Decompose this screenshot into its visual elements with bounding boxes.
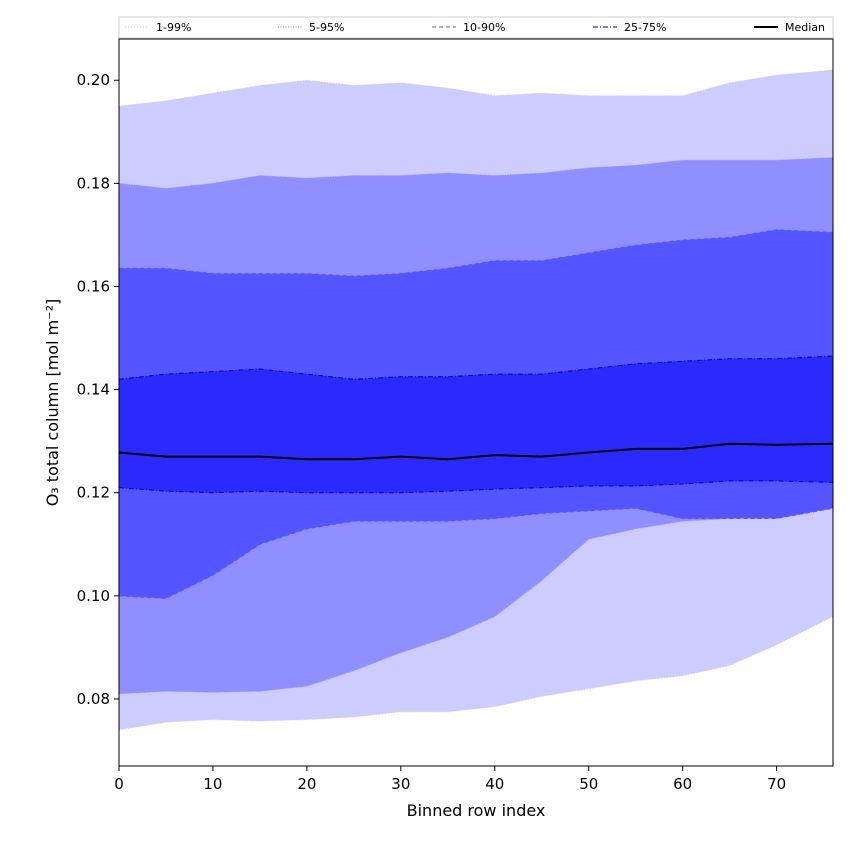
x-tick-label: 50 [579,775,598,793]
band-lower-line-25-75pct [118,480,834,494]
y-tick-label: 0.10 [77,587,110,605]
x-tick-label: 40 [485,775,504,793]
legend-frame [118,16,834,39]
band-lower-line-5-95pct [118,507,834,695]
y-tick-label: 0.16 [77,277,110,295]
band-upper-line-5-95pct [118,157,834,190]
legend-label: 1-99% [156,21,191,34]
band-lower-line-1-99pct [118,616,834,731]
plot-frame [118,38,834,767]
bands-layer [118,69,834,731]
y-tick-label: 0.18 [77,174,110,192]
legend-label: Median [785,21,825,34]
band-upper-line-10-90pct [119,229,834,277]
x-tick-label: 30 [391,775,410,793]
median-layer [118,442,834,461]
band-lower-line-10-90pct [118,507,834,599]
x-tick-label: 0 [114,775,124,793]
y-axis: 0.08 0.10 0.12 0.14 0.16 0.18 0.20 [77,71,119,708]
y-tick-label: 0.14 [77,381,110,399]
legend-label: 10-90% [463,21,505,34]
band-upper-line-1-99pct [118,69,834,107]
x-axis-label: Binned row index [407,801,546,820]
x-tick-label: 20 [297,775,316,793]
y-tick-label: 0.12 [77,484,110,502]
x-tick-label: 10 [203,775,222,793]
x-axis: 0 10 20 30 40 50 60 70 [114,766,786,793]
y-axis-label: O₃ total column [mol m⁻²] [43,299,62,507]
legend: 1-99% 5-95% 10-90% 25-75% Median [118,16,834,39]
y-tick-label: 0.08 [77,690,110,708]
y-tick-label: 0.20 [77,71,110,89]
x-tick-label: 70 [767,775,786,793]
median-line [118,442,834,461]
legend-label: 25-75% [624,21,666,34]
legend-label: 5-95% [309,21,344,34]
band-25-75pct [119,356,833,493]
band-upper-line-25-75pct [118,355,834,380]
x-tick-label: 60 [673,775,692,793]
